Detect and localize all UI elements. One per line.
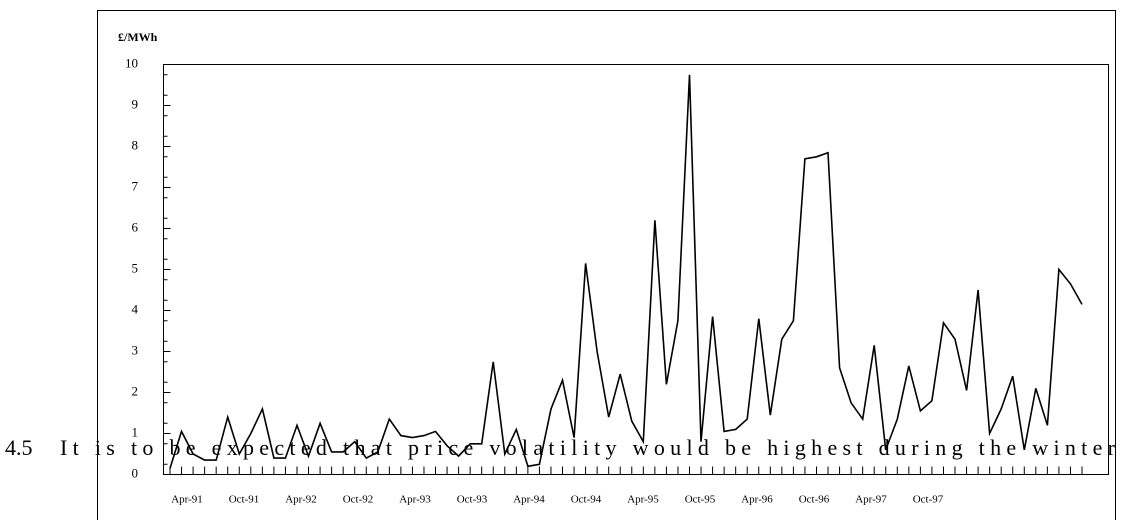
y-tick-label: 5 xyxy=(132,260,139,275)
x-tick-label: Apr-96 xyxy=(741,494,773,506)
x-tick-label: Apr-94 xyxy=(513,494,545,506)
plot: 0 1 2 3 4 5 6 7 8 9 10 Apr-91 Oct-91 Apr-92 Oct-92 Apr-… xyxy=(125,55,1083,506)
paragraph-text: It is to be expected that price volatili… xyxy=(60,435,1116,460)
x-tick-label: Apr-97 xyxy=(855,494,887,506)
x-tick-label: Apr-92 xyxy=(285,494,317,506)
y-tick-label: 0 xyxy=(132,465,139,480)
y-tick-label: 8 xyxy=(132,137,139,152)
x-tick-label: Apr-91 xyxy=(171,494,203,506)
y-tick-label: 3 xyxy=(132,342,139,357)
x-tick-label: Oct-93 xyxy=(457,494,488,506)
x-tick-label: Oct-97 xyxy=(913,494,944,506)
x-tick-label: Apr-95 xyxy=(627,494,659,506)
x-tick-label: Oct-95 xyxy=(685,494,716,506)
y-tick-label: 7 xyxy=(132,178,139,193)
x-tick-label: Oct-96 xyxy=(799,494,830,506)
y-tick-label: 2 xyxy=(132,383,139,398)
x-tick-label: Oct-92 xyxy=(343,494,374,506)
x-tick-label: Apr-93 xyxy=(399,494,431,506)
paragraph-number: 4.5 xyxy=(5,435,33,460)
y-tick-label: 9 xyxy=(132,96,139,111)
plot-frame xyxy=(163,64,1109,475)
y-axis-label: £/MWh xyxy=(118,30,158,44)
y-tick-label: 10 xyxy=(125,55,138,70)
x-tick-label: Oct-91 xyxy=(229,494,260,506)
y-tick-label: 1 xyxy=(132,424,139,439)
y-tick-label: 4 xyxy=(132,301,139,316)
price-line xyxy=(169,74,1083,469)
y-tick-label: 6 xyxy=(132,219,139,234)
x-tick-label: Oct-94 xyxy=(571,494,602,506)
chart-frame xyxy=(97,10,1116,520)
